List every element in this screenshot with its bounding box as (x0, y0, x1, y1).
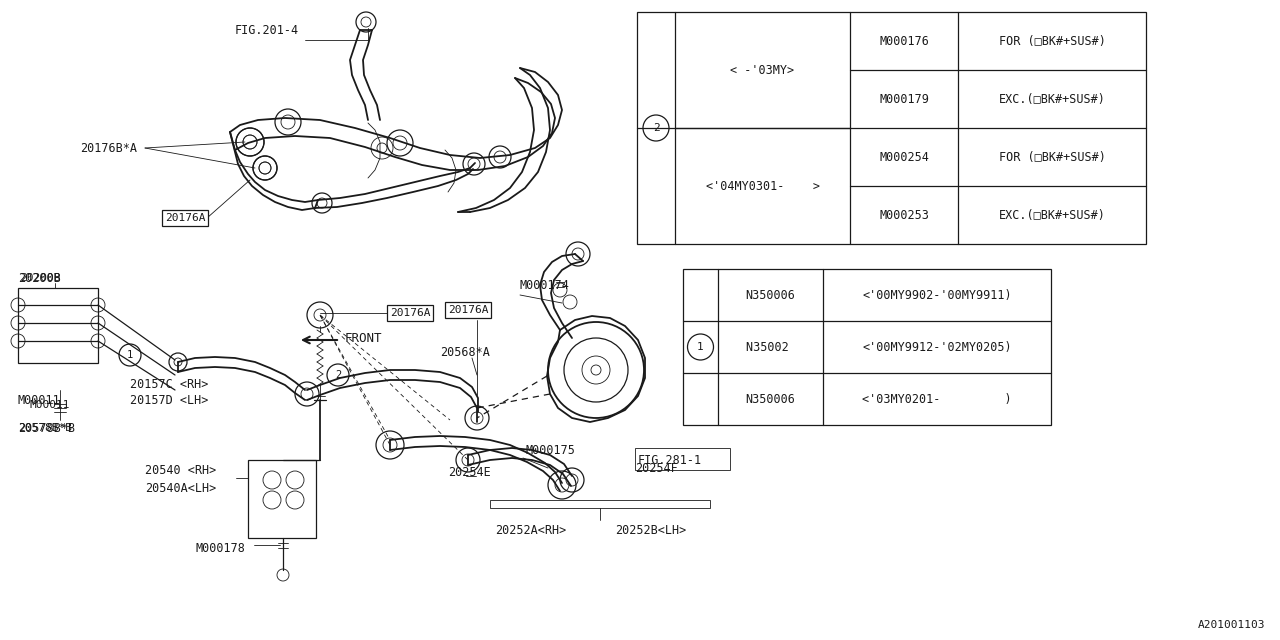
Text: 20540 <RH>: 20540 <RH> (145, 463, 216, 477)
Text: <'00MY9902-'00MY9911): <'00MY9902-'00MY9911) (863, 289, 1011, 301)
Text: M000176: M000176 (879, 35, 929, 47)
Text: 20176A: 20176A (165, 213, 205, 223)
Text: 20578B*B: 20578B*B (18, 422, 76, 435)
Text: M000253: M000253 (879, 209, 929, 221)
Bar (635, 448, 730, 470)
Text: 20568*A: 20568*A (440, 346, 490, 358)
Text: FOR (□BK#+SUS#): FOR (□BK#+SUS#) (998, 35, 1106, 47)
Text: 20176A: 20176A (448, 305, 488, 315)
Text: FIG.201-4: FIG.201-4 (236, 24, 300, 36)
Text: 20254F: 20254F (635, 461, 677, 474)
Text: <'03MY0201-         ): <'03MY0201- ) (863, 392, 1011, 406)
Text: 20157D <LH>: 20157D <LH> (131, 394, 209, 406)
Text: 20540A<LH>: 20540A<LH> (145, 481, 216, 495)
Text: M00011: M00011 (18, 394, 60, 406)
Bar (248, 460, 316, 538)
Text: 20157C <RH>: 20157C <RH> (131, 378, 209, 390)
Bar (490, 500, 710, 508)
Text: M000178: M000178 (195, 541, 244, 554)
Text: < -'03MY>: < -'03MY> (731, 63, 795, 77)
Text: M000174: M000174 (520, 278, 570, 291)
Text: 20176B*A: 20176B*A (79, 141, 137, 154)
Text: N350006: N350006 (745, 289, 795, 301)
Text: 20176A: 20176A (389, 308, 430, 318)
Text: EXC.(□BK#+SUS#): EXC.(□BK#+SUS#) (998, 209, 1106, 221)
Text: 20254E: 20254E (448, 465, 490, 479)
Text: A201001103: A201001103 (1198, 620, 1265, 630)
Text: 20200B: 20200B (20, 273, 60, 283)
Text: EXC.(□BK#+SUS#): EXC.(□BK#+SUS#) (998, 93, 1106, 106)
Text: M00011: M00011 (29, 400, 70, 410)
Text: <'04MY0301-    >: <'04MY0301- > (705, 179, 819, 193)
Text: N35002: N35002 (745, 340, 795, 353)
Text: 2: 2 (653, 123, 659, 133)
Text: 20252A<RH>: 20252A<RH> (495, 524, 566, 536)
Text: 1: 1 (698, 342, 704, 352)
Text: FRONT: FRONT (346, 332, 383, 344)
Text: M000254: M000254 (879, 150, 929, 163)
Text: 2: 2 (335, 370, 342, 380)
Text: FIG.281-1: FIG.281-1 (637, 454, 703, 467)
Bar (637, 12, 1146, 244)
Bar (684, 269, 1051, 425)
Text: FOR (□BK#+SUS#): FOR (□BK#+SUS#) (998, 150, 1106, 163)
Bar (18, 288, 99, 363)
Text: M000175: M000175 (525, 444, 575, 456)
Text: N350006: N350006 (745, 392, 795, 406)
Text: 1: 1 (127, 350, 133, 360)
Text: 20578B*B: 20578B*B (18, 423, 72, 433)
Text: <'00MY9912-'02MY0205): <'00MY9912-'02MY0205) (863, 340, 1011, 353)
Text: 20200B: 20200B (18, 271, 60, 285)
Text: 20252B<LH>: 20252B<LH> (614, 524, 686, 536)
Text: M000179: M000179 (879, 93, 929, 106)
